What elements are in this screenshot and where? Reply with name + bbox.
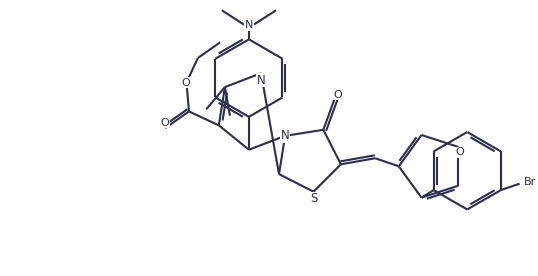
Text: O: O [161, 118, 169, 128]
Text: N: N [257, 74, 265, 87]
Text: N: N [245, 20, 253, 30]
Text: S: S [310, 192, 317, 205]
Text: Br: Br [523, 177, 536, 187]
Text: N: N [281, 129, 289, 142]
Text: O: O [455, 147, 464, 157]
Text: O: O [181, 78, 190, 87]
Text: O: O [333, 89, 342, 100]
